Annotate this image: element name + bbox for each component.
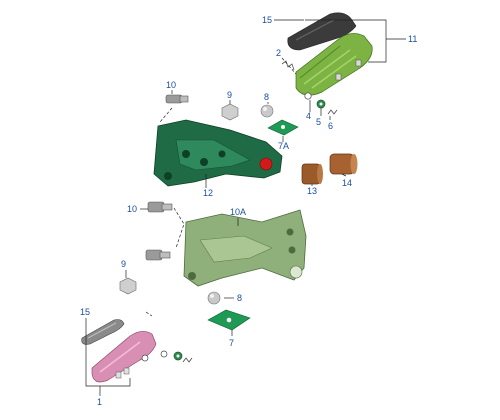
callout-6: 6 (328, 121, 333, 131)
callout-7: 7 (229, 338, 234, 348)
clip-part-6 (327, 109, 338, 115)
ball-part-8-top (260, 104, 274, 118)
nut-part-9-top (221, 103, 239, 121)
callout-10-mid: 10 (127, 204, 137, 214)
callout-11: 11 (408, 34, 417, 44)
callout-15-bottom: 15 (80, 307, 90, 317)
nut-part-9-bottom (119, 277, 137, 295)
bracket-part-12 (153, 119, 283, 187)
rubber-pad-top-part (287, 12, 357, 51)
callout-1: 1 (97, 397, 102, 407)
washer-part-5 (316, 99, 326, 109)
bushing-part-13 (301, 163, 323, 185)
callout-15-top: 15 (262, 15, 272, 25)
rubber-pad-bottom-part (81, 319, 125, 345)
callout-8-bottom: 8 (237, 293, 242, 303)
footpeg-top-part (295, 33, 373, 96)
callout-9-top: 9 (227, 90, 232, 100)
ball-part-8-bottom (207, 291, 221, 305)
small-hardware-bottom (141, 350, 193, 363)
callout-2: 2 (276, 48, 281, 58)
callout-10-top: 10 (166, 80, 176, 90)
callout-5: 5 (316, 117, 321, 127)
callout-10a: 10A (230, 207, 246, 217)
bolt-part-10-low (145, 249, 171, 261)
callout-4: 4 (306, 111, 311, 121)
callout-8-top: 8 (264, 92, 269, 102)
callout-labels: 15 11 2 4 5 6 10 9 8 7A 12 13 14 10 10A … (80, 15, 417, 407)
leader-lines (85, 19, 406, 396)
callout-14: 14 (342, 178, 352, 188)
bolt-part-10-mid (147, 201, 173, 213)
footpeg-bottom-part (91, 331, 157, 383)
pad-part-7a (267, 119, 299, 136)
pin-part-4 (304, 92, 312, 100)
callout-7a: 7A (278, 141, 289, 151)
bracket-part-10a (183, 209, 307, 287)
callout-9-bottom: 9 (121, 259, 126, 269)
bolt-part-10-top (165, 94, 189, 104)
pad-part-7 (207, 309, 251, 331)
callout-12: 12 (203, 188, 213, 198)
red-pivot-part (259, 157, 273, 171)
bushing-part-14 (329, 153, 358, 175)
callout-13: 13 (307, 186, 317, 196)
spring-part (281, 60, 295, 71)
